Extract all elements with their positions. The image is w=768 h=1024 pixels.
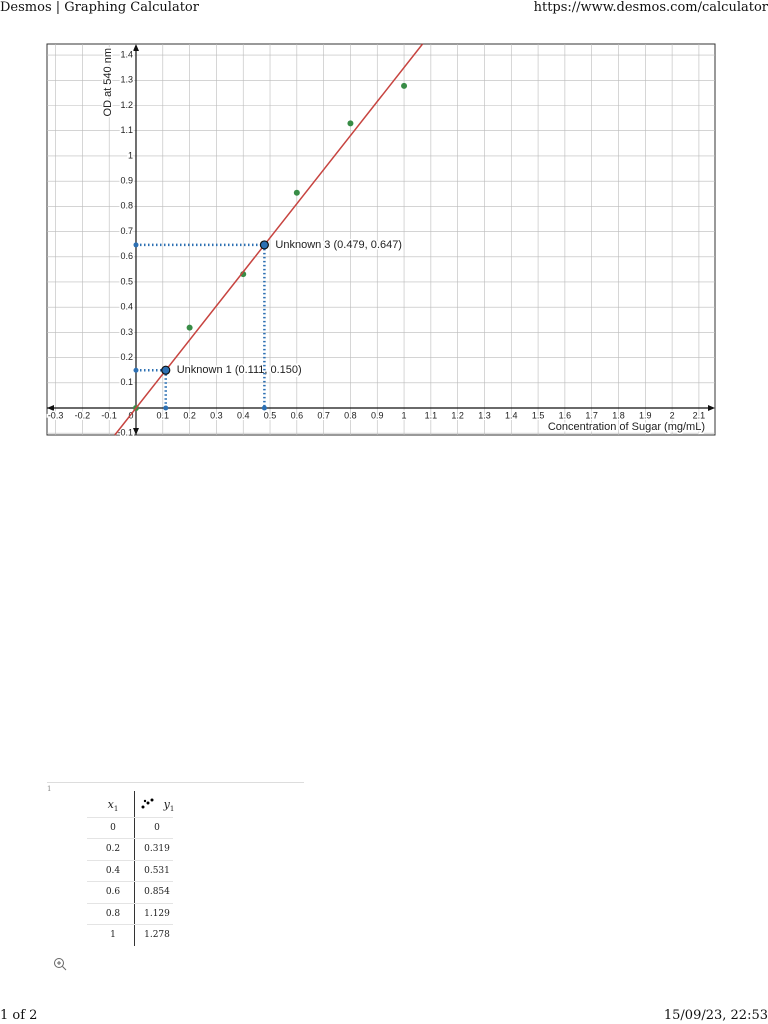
x-tick-label: -0.2 [75,410,91,420]
x-tick-label: 2 [670,410,675,420]
x-tick-label: 0.1 [157,410,170,420]
x-tick-label: 1.8 [612,410,625,420]
row-divider [87,881,173,883]
column-divider [134,791,135,946]
x-tick-label: 1.1 [425,410,438,420]
axis-point [133,242,139,248]
x-tick-label: 1.6 [559,410,572,420]
table-cell: 1.129 [144,908,170,919]
row-divider [87,924,173,925]
data-point [347,120,354,127]
x-tick-label: 1.2 [451,410,464,420]
x-tick-label: 0.4 [237,410,250,420]
row-divider [87,817,173,818]
axis-point [133,367,139,373]
y-tick-label: 1.3 [120,75,133,85]
x-tick-label: 1.4 [505,410,518,420]
table-cell: 1.278 [144,930,170,940]
table-cell: 0 [110,823,116,833]
data-table: 1 x1 y1 0 0 0.2 0.319 0.4 0.531 0.6 0.854 0.8 1.129… [47,782,304,953]
x-tick-label: 1.3 [478,410,491,420]
x-tick-label: 0.6 [291,410,304,420]
table-cell: 0.2 [105,844,121,855]
column-header: y1 [149,798,189,813]
row-divider [87,859,173,861]
y-tick-label: 0.7 [120,226,133,236]
axis-point [163,405,169,411]
page-title: Desmos | Graphing Calculator [0,0,199,15]
table-cell: 0.8 [105,908,121,919]
row-divider [87,902,173,904]
y-tick-label: 0.2 [120,352,133,362]
x-tick-label: 1.7 [585,410,598,420]
points-icon [141,798,154,809]
x-tick-label: 1.9 [639,410,652,420]
y-tick-label: 0.3 [120,327,133,337]
zoom-icon[interactable] [52,956,68,972]
variable: y [163,798,170,811]
y-axis-label: OD at 540 nm [102,48,114,116]
y-tick-label: -0.1 [117,428,133,438]
page-url: https://www.desmos.com/calculator [533,0,768,15]
table-cell: 0.531 [144,865,170,876]
x-tick-label: -0.1 [101,410,117,420]
y-tick-label: 0.8 [120,201,133,211]
subscript: 1 [113,805,119,814]
data-point [186,324,193,331]
row-number: 1 [47,785,52,793]
data-point [293,189,300,196]
data-point [401,82,408,89]
variable: x [107,798,114,811]
x-tick-label: 0.8 [344,410,357,420]
graph: -0.3 -0.2 -0.1 0 0.1 0.2 0.3 0.4 0.5 0.6 0.7 0.8 0.9… [46,43,716,439]
subscript: 1 [169,805,175,814]
unknown-point [161,365,171,375]
y-tick-label: 0.5 [120,276,133,286]
row-divider [87,838,173,840]
table-cell: 0.6 [105,887,121,898]
table-cell: 0 [154,823,160,833]
y-tick-label: 1.4 [120,49,133,59]
table-cell: 0.854 [144,887,170,898]
x-tick-label: 2.1 [693,410,706,420]
x-tick-label: 0.3 [210,410,223,420]
y-tick-label: 1 [128,150,133,160]
x-tick-label: 0.2 [183,410,196,420]
x-tick-label: 0.5 [264,410,277,420]
y-tick-label: 0.6 [120,251,133,261]
print-datetime: 15/09/23, 22:53 [663,1008,768,1023]
point-label: Unknown 3 (0.479, 0.647) [275,239,402,251]
x-tick-label: 1.5 [532,410,545,420]
axis-point [261,405,267,411]
y-tick-label: 1.1 [120,125,133,135]
page-number: 1 of 2 [0,1008,38,1023]
plot-area [46,43,716,436]
table-cell: 1 [110,930,116,940]
unknown-point [259,240,269,250]
table-cell: 0.319 [144,844,170,855]
y-tick-label: 1.2 [120,100,133,110]
table-cell: 0.4 [105,865,121,876]
x-tick-label: 1 [402,410,407,420]
x-tick-label: 0.7 [317,410,330,420]
y-tick-label: 0.4 [120,302,133,312]
column-header: x1 [93,798,133,813]
point-label: Unknown 1 (0.111, 0.150) [177,364,302,376]
y-tick-label: 0.1 [120,377,133,387]
x-tick-label: -0.3 [48,410,64,420]
y-tick-label: 0.9 [120,176,133,186]
x-tick-label: 0.9 [371,410,384,420]
x-axis-label: Concentration of Sugar (mg/mL) [548,421,705,433]
